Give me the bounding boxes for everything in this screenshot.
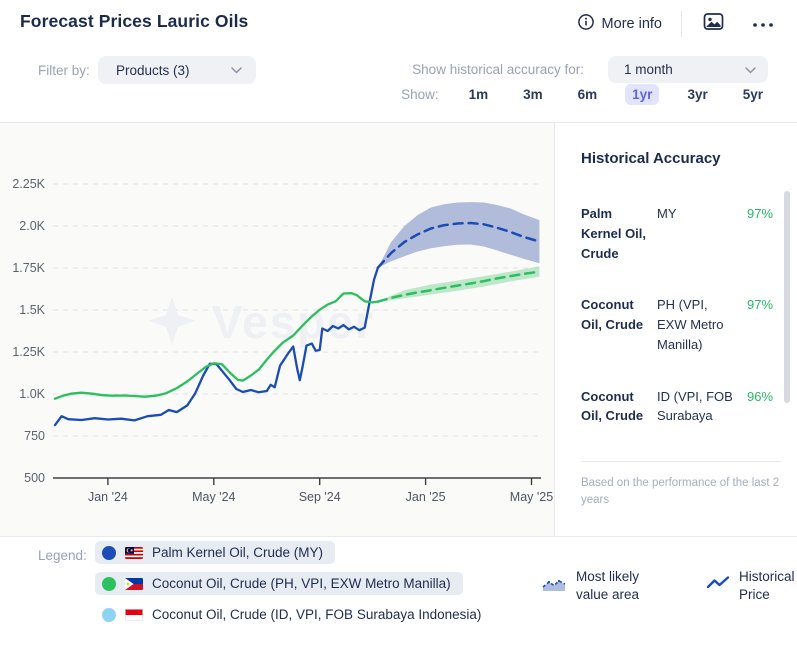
legend-item-coconut-ph[interactable]: Coconut Oil, Crude (PH, VPI, EXW Metro M… bbox=[95, 572, 463, 595]
legend-extra-label: Historical Price bbox=[739, 569, 795, 603]
chevron-down-icon bbox=[231, 61, 242, 79]
vesper-watermark: Vesper bbox=[148, 296, 375, 348]
historical-accuracy-title: Historical Accuracy bbox=[581, 150, 721, 167]
scrollbar-thumb[interactable] bbox=[784, 191, 790, 403]
accuracy-product: Coconut Oil, Crude bbox=[581, 388, 644, 424]
svg-text:Vesper: Vesper bbox=[212, 296, 375, 348]
legend-historical-price: Historical Price bbox=[706, 568, 797, 604]
more-info-button[interactable]: More info bbox=[577, 13, 662, 36]
forecast-line-chart[interactable]: 500 750 1.0K 1.25K 1.5K 1.75K 2.0K 2.25K Vesper… bbox=[0, 123, 555, 536]
legend-item-label: Coconut Oil, Crude (PH, VPI, EXW Metro M… bbox=[152, 576, 451, 591]
svg-text:1.5K: 1.5K bbox=[19, 303, 45, 317]
series-color-dot bbox=[102, 607, 116, 622]
main-content: 500 750 1.0K 1.25K 1.5K 1.75K 2.0K 2.25K Vesper… bbox=[0, 122, 797, 537]
svg-text:1.0K: 1.0K bbox=[19, 387, 45, 401]
timeframe-1yr[interactable]: 1yr bbox=[625, 84, 660, 105]
forecast-band-icon bbox=[541, 568, 567, 599]
info-icon bbox=[577, 13, 595, 36]
historical-accuracy-panel: Historical Accuracy Palm Kernel Oil, Cru… bbox=[556, 123, 797, 536]
legend-extra-label: Most likely value area bbox=[576, 569, 640, 603]
legend-bar: Legend: Palm Kernel Oil, Crude (MY) Coco… bbox=[0, 538, 797, 647]
svg-text:Sep '24: Sep '24 bbox=[299, 490, 341, 504]
accuracy-footnote: Based on the performance of the last 2 y… bbox=[581, 461, 781, 510]
svg-text:2.25K: 2.25K bbox=[12, 177, 45, 191]
export-image-button[interactable] bbox=[701, 12, 725, 36]
timeframe-1m[interactable]: 1m bbox=[468, 87, 489, 102]
legend-label: Legend: bbox=[38, 548, 87, 563]
series-color-dot bbox=[102, 545, 116, 560]
products-dropdown-value: Products (3) bbox=[116, 62, 190, 78]
accuracy-period-dropdown[interactable]: 1 month bbox=[608, 56, 768, 83]
svg-text:750: 750 bbox=[24, 429, 45, 443]
accuracy-product: Palm Kernel Oil, Crude bbox=[581, 206, 647, 261]
svg-text:2.0K: 2.0K bbox=[19, 219, 45, 233]
indonesia-flag-icon bbox=[125, 608, 143, 621]
page-title: Forecast Prices Lauric Oils bbox=[20, 11, 249, 31]
svg-text:Jan '25: Jan '25 bbox=[406, 490, 446, 504]
accuracy-for-label: Show historical accuracy for: bbox=[412, 62, 584, 77]
legend-item-coconut-id[interactable]: Coconut Oil, Crude (ID, VPI, FOB Surabay… bbox=[95, 603, 493, 626]
header-divider bbox=[681, 11, 682, 37]
historical-accuracy-rows: Palm Kernel Oil, Crude MY 97% Coconut Oi… bbox=[581, 204, 777, 456]
more-options-button[interactable] bbox=[751, 12, 775, 36]
line-icon bbox=[706, 568, 730, 597]
series-color-dot bbox=[102, 576, 116, 591]
accuracy-value: 97% bbox=[747, 297, 774, 313]
timeframe-5yr[interactable]: 5yr bbox=[742, 87, 763, 102]
malaysia-flag-icon bbox=[125, 546, 143, 559]
accuracy-market: PH (VPI, EXW Metro Manilla) bbox=[657, 297, 724, 352]
accuracy-value: 97% bbox=[747, 206, 774, 221]
products-dropdown[interactable]: Products (3) bbox=[98, 56, 256, 84]
legend-item-label: Coconut Oil, Crude (ID, VPI, FOB Surabay… bbox=[152, 607, 482, 622]
philippines-flag-icon bbox=[125, 577, 143, 590]
image-icon bbox=[703, 12, 724, 36]
timeframe-selector: Show: 1m 3m 6m 1yr 3yr 5yr bbox=[401, 84, 770, 105]
ellipsis-icon bbox=[752, 15, 774, 33]
timeframe-3yr[interactable]: 3yr bbox=[687, 87, 708, 102]
chevron-down-icon bbox=[745, 61, 756, 79]
svg-text:500: 500 bbox=[24, 471, 45, 485]
accuracy-value: 96% bbox=[747, 388, 774, 404]
accuracy-market: ID (VPI, FOB Surabaya bbox=[657, 388, 733, 424]
legend-most-likely-area: Most likely value area bbox=[541, 568, 660, 604]
show-label: Show: bbox=[401, 87, 439, 102]
accuracy-row: Palm Kernel Oil, Crude MY 97% bbox=[581, 204, 777, 263]
accuracy-row: Coconut Oil, Crude ID (VPI, FOB Surabaya… bbox=[581, 387, 777, 427]
timeframe-3m[interactable]: 3m bbox=[523, 87, 543, 102]
filter-by-label: Filter by: bbox=[38, 63, 90, 78]
svg-text:1.25K: 1.25K bbox=[12, 345, 45, 359]
price-chart[interactable]: 500 750 1.0K 1.25K 1.5K 1.75K 2.0K 2.25K Vesper… bbox=[0, 123, 555, 536]
accuracy-market: MY bbox=[657, 206, 677, 221]
legend-item-palm-kernel-my[interactable]: Palm Kernel Oil, Crude (MY) bbox=[95, 541, 336, 564]
legend-item-label: Palm Kernel Oil, Crude (MY) bbox=[152, 545, 324, 560]
timeframe-6m[interactable]: 6m bbox=[577, 87, 598, 102]
more-info-label: More info bbox=[601, 16, 662, 32]
accuracy-dropdown-value: 1 month bbox=[624, 62, 673, 77]
svg-text:May '24: May '24 bbox=[192, 490, 235, 504]
accuracy-product: Coconut Oil, Crude bbox=[581, 297, 644, 332]
accuracy-row: Coconut Oil, Crude PH (VPI, EXW Metro Ma… bbox=[581, 295, 777, 354]
header-bar: Forecast Prices Lauric Oils More info bbox=[0, 0, 797, 47]
svg-text:Jan '24: Jan '24 bbox=[88, 490, 128, 504]
svg-text:May '25: May '25 bbox=[510, 490, 553, 504]
svg-text:1.75K: 1.75K bbox=[12, 261, 45, 275]
